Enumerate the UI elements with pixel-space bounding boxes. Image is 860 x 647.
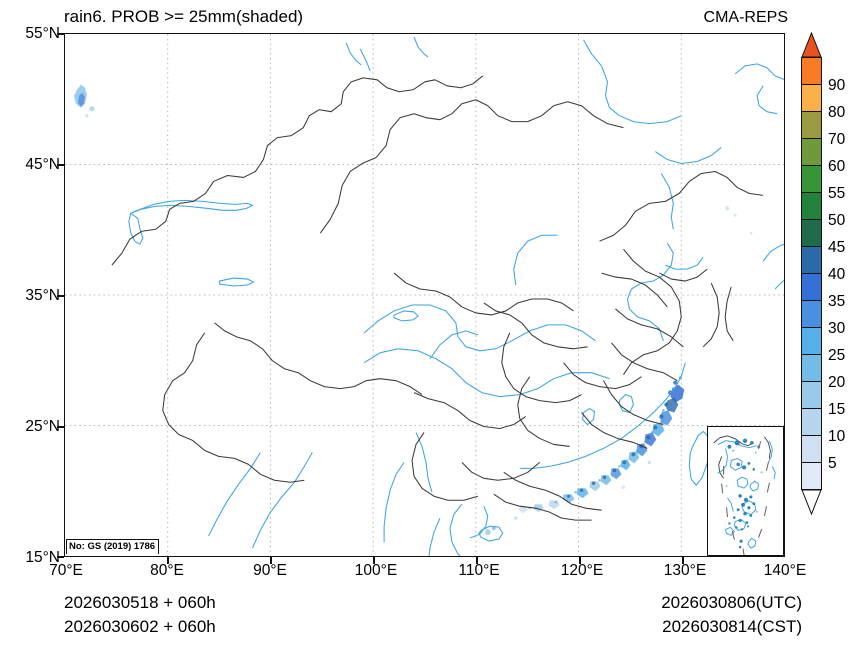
colorbar-cell-90[interactable]	[801, 57, 822, 85]
colorbar[interactable]	[801, 32, 822, 515]
x-tick-label-70e: 70°E	[49, 562, 83, 579]
colorbar-label-70: 70	[828, 131, 846, 148]
footer-init-utc: 2026030518 + 060h	[64, 593, 216, 612]
y-tick-25n	[57, 426, 64, 428]
colorbar-label-30: 30	[828, 320, 846, 337]
colorbar-cell-15[interactable]	[801, 381, 822, 409]
colorbar-label-90: 90	[828, 77, 846, 94]
x-tick-80e	[167, 557, 169, 564]
x-tick-label-120e: 120°E	[560, 562, 604, 579]
colorbar-cell-80[interactable]	[801, 84, 822, 112]
colorbar-cell-60[interactable]	[801, 138, 822, 166]
administrative-boundaries	[111, 75, 764, 521]
shaded-southeast-coast	[484, 376, 685, 536]
colorbar-label-20: 20	[828, 374, 846, 391]
x-tick-label-140e: 140°E	[763, 562, 807, 579]
x-tick-120e	[579, 557, 581, 564]
colorbar-extend-bottom-arrow	[801, 489, 822, 515]
colorbar-label-15: 15	[828, 401, 846, 418]
inset-graphic	[713, 435, 776, 555]
y-tick-45n	[57, 164, 64, 166]
colorbar-label-40: 40	[828, 266, 846, 283]
colorbar-cell-55[interactable]	[801, 165, 822, 193]
footer-init-cst: 2026030602 + 060h	[64, 617, 216, 636]
map-graphic	[65, 34, 784, 556]
y-tick-35n	[57, 295, 64, 297]
colorbar-label-50: 50	[828, 212, 846, 229]
x-tick-label-110e: 110°E	[458, 562, 500, 579]
south-china-sea-inset[interactable]	[707, 426, 784, 556]
footer-valid-utc: 2026030806(UTC)	[661, 593, 802, 612]
colorbar-cell-30[interactable]	[801, 300, 822, 328]
colorbar-cell-50[interactable]	[801, 192, 822, 220]
colorbar-cell-25[interactable]	[801, 327, 822, 355]
coastline-layer	[128, 36, 784, 556]
colorbar-cell-40[interactable]	[801, 246, 822, 274]
map-approval-note: No: GS (2019) 1786	[66, 539, 160, 554]
x-tick-90e	[270, 557, 272, 564]
colorbar-cell-35[interactable]	[801, 273, 822, 301]
colorbar-label-5: 5	[828, 455, 837, 472]
footer-valid-cst: 2026030814(CST)	[662, 617, 802, 636]
colorbar-label-35: 35	[828, 293, 846, 310]
colorbar-cell-45[interactable]	[801, 219, 822, 247]
colorbar-label-25: 25	[828, 347, 846, 364]
y-tick-label-35n: 35°N	[25, 287, 60, 304]
shaded-probability-field	[73, 84, 753, 536]
colorbar-label-60: 60	[828, 158, 846, 175]
colorbar-label-45: 45	[828, 239, 846, 256]
agency-label: CMA-REPS	[703, 9, 788, 26]
y-tick-label-55n: 55°N	[25, 25, 60, 42]
colorbar-cell-10[interactable]	[801, 408, 822, 436]
colorbar-label-80: 80	[828, 104, 846, 121]
colorbar-extend-top-arrow	[801, 32, 822, 58]
y-tick-label-45n: 45°N	[25, 156, 60, 173]
x-tick-label-100e: 100°E	[354, 562, 398, 579]
colorbar-cell-min[interactable]	[801, 462, 822, 490]
x-tick-label-130e: 130°E	[663, 562, 707, 579]
x-tick-label-80e: 80°E	[150, 562, 184, 579]
x-tick-label-90e: 90°E	[253, 562, 287, 579]
colorbar-label-10: 10	[828, 428, 846, 445]
y-axis: 55°N 45°N 35°N 25°N 15°N	[0, 0, 60, 647]
y-tick-15n	[57, 556, 64, 558]
page-title: rain6. PROB >= 25mm(shaded)	[64, 7, 304, 26]
colorbar-cell-5[interactable]	[801, 435, 822, 463]
colorbar-cell-70[interactable]	[801, 111, 822, 139]
x-tick-130e	[682, 557, 684, 564]
y-tick-55n	[57, 33, 64, 35]
colorbar-cell-20[interactable]	[801, 354, 822, 382]
y-tick-label-25n: 25°N	[25, 418, 60, 435]
colorbar-label-55: 55	[828, 185, 846, 202]
map-gridlines	[65, 34, 784, 556]
x-tick-100e	[373, 557, 375, 564]
map-plot-area[interactable]	[64, 33, 785, 557]
y-tick-label-15n: 15°N	[25, 549, 60, 566]
x-tick-110e	[476, 557, 478, 564]
